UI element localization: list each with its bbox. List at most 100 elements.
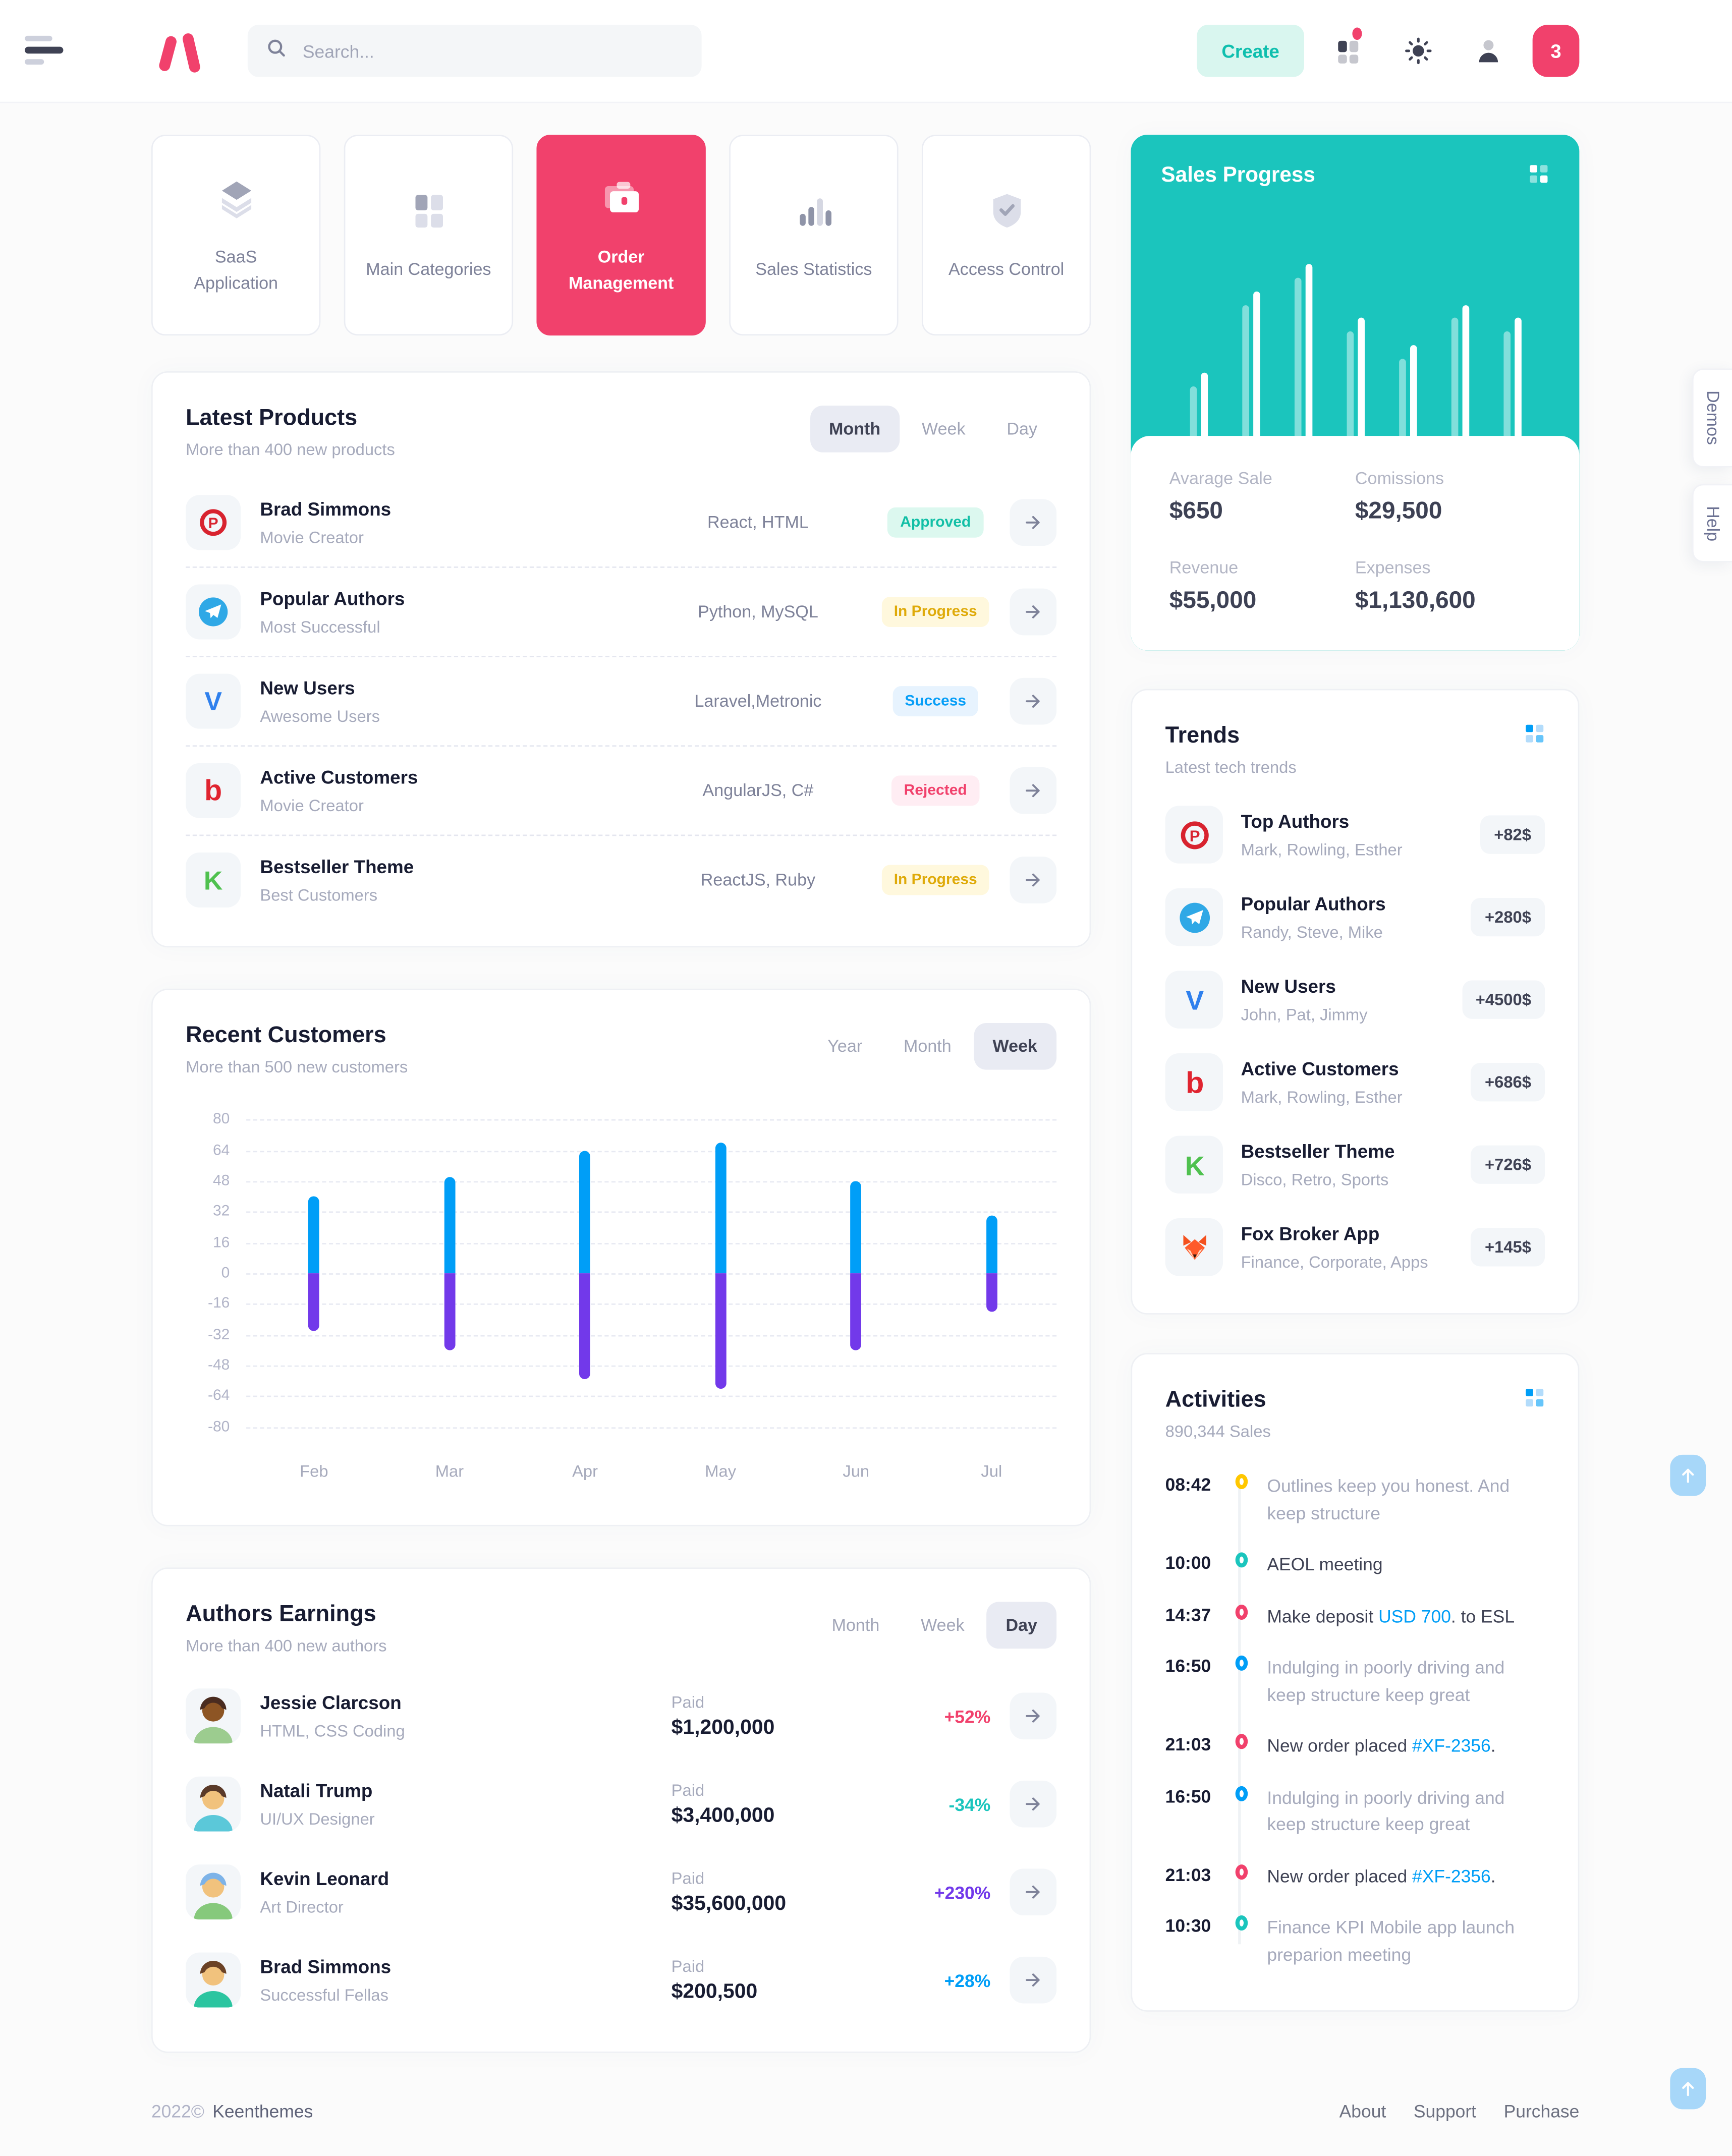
bar-positive-mar[interactable]	[444, 1177, 455, 1274]
bar-positive-jul[interactable]	[986, 1215, 997, 1274]
search-input[interactable]	[300, 39, 684, 63]
bar-negative-mar[interactable]	[444, 1273, 455, 1350]
toggle-month[interactable]: Month	[809, 406, 900, 452]
row-arrow-button[interactable]	[1010, 499, 1057, 546]
row-arrow-button[interactable]	[1010, 1868, 1057, 1916]
bar-positive-apr[interactable]	[579, 1150, 591, 1274]
user-profile-button[interactable]	[1463, 25, 1515, 77]
trend-row: Fox Broker App Finance, Corporate, Apps +1…	[1165, 1206, 1545, 1289]
toggle-day[interactable]: Day	[987, 406, 1056, 452]
bar-positive-feb[interactable]	[308, 1196, 320, 1274]
trend-name[interactable]: New Users	[1241, 976, 1336, 997]
latest-products-subtitle: More than 400 new products	[186, 440, 395, 460]
stat-expenses: Expenses $1,130,600	[1355, 558, 1476, 613]
activities-title: Activities	[1165, 1387, 1266, 1412]
stat-comissions: Comissions $29,500	[1355, 469, 1444, 524]
toggle-day[interactable]: Day	[986, 1602, 1057, 1649]
author-avatar	[186, 1688, 241, 1744]
row-arrow-button[interactable]	[1010, 1956, 1057, 2004]
menu-toggle-button[interactable]	[25, 35, 69, 69]
footer-link-support[interactable]: Support	[1413, 2101, 1477, 2122]
trend-sub: John, Pat, Jimmy	[1241, 1005, 1368, 1025]
nav-card-order-management[interactable]: Order Management	[536, 135, 706, 336]
product-name[interactable]: New Users	[260, 677, 355, 699]
activity-link[interactable]: #XF-2356	[1412, 1865, 1491, 1886]
author-name[interactable]: Natali Trump	[260, 1780, 373, 1801]
trend-name[interactable]: Top Authors	[1241, 811, 1350, 832]
toggle-week[interactable]: Week	[973, 1023, 1057, 1070]
sales-progress-title: Sales Progress	[1161, 163, 1315, 187]
toggle-week[interactable]: Week	[902, 1602, 984, 1649]
side-tab-help[interactable]: Help	[1692, 483, 1732, 563]
product-name[interactable]: Popular Authors	[260, 588, 405, 609]
footer-links: About Support Purchase	[1339, 2101, 1580, 2122]
activity-link[interactable]: #XF-2356	[1412, 1735, 1491, 1756]
y-axis-tick: 0	[221, 1265, 230, 1282]
trend-badge: +686$	[1471, 1063, 1545, 1102]
latest-products-toggle: Month Week Day	[809, 406, 1056, 452]
activity-status-ring	[1226, 1654, 1256, 1708]
product-name[interactable]: Bestseller Theme	[260, 857, 414, 878]
side-column: Sales Progress Avarage Sale $650 Comission…	[1131, 135, 1580, 2012]
scroll-top-button[interactable]	[1670, 1454, 1706, 1496]
bar-negative-jul[interactable]	[986, 1273, 997, 1312]
product-row: Popular Authors Most Successful Python, My…	[186, 568, 1057, 657]
theme-sun-button[interactable]	[1392, 25, 1445, 77]
bar-positive-may[interactable]	[715, 1143, 727, 1274]
toggle-month[interactable]: Month	[884, 1023, 971, 1070]
bar-negative-apr[interactable]	[579, 1273, 591, 1379]
author-avatar	[186, 1776, 241, 1832]
author-name[interactable]: Jessie Clarcson	[260, 1692, 402, 1714]
recent-customers-chart: 80 64 48 32 16 0 -16 -32 -48 -64 -80 Feb Mar Apr May Ju…	[186, 1104, 1057, 1492]
drag-handle-icon[interactable]	[1528, 163, 1549, 191]
nav-card-label: Access Control	[948, 260, 1065, 280]
nav-card-sales-statistics[interactable]: Sales Statistics	[729, 135, 899, 336]
trend-name[interactable]: Popular Authors	[1241, 893, 1386, 915]
scroll-top-button[interactable]	[1670, 2068, 1706, 2110]
activity-link[interactable]: USD 700	[1378, 1605, 1451, 1626]
row-arrow-button[interactable]	[1010, 857, 1057, 903]
nav-card-main-categories[interactable]: Main Categories	[344, 135, 514, 336]
authors-earnings-card: Authors Earnings More than 400 new autho…	[151, 1567, 1091, 2053]
drag-handle-icon[interactable]	[1524, 1387, 1545, 1415]
x-axis-tick: Apr	[572, 1461, 598, 1481]
create-button[interactable]: Create	[1197, 25, 1305, 77]
bar-negative-may[interactable]	[715, 1273, 727, 1389]
footer-link-purchase[interactable]: Purchase	[1503, 2101, 1580, 2122]
drag-handle-icon[interactable]	[1524, 723, 1545, 751]
row-arrow-button[interactable]	[1010, 588, 1057, 636]
bar-negative-jun[interactable]	[850, 1273, 862, 1350]
activities-timeline: 08:42 Outlines keep you honest. And keep …	[1165, 1460, 1545, 1980]
gridline	[246, 1365, 1057, 1367]
footer-link-about[interactable]: About	[1339, 2101, 1386, 2122]
trend-name[interactable]: Fox Broker App	[1241, 1223, 1380, 1244]
bar-positive-jun[interactable]	[850, 1181, 862, 1274]
author-name[interactable]: Brad Simmons	[260, 1956, 392, 1977]
nav-card-label: Main Categories	[366, 260, 491, 280]
product-name[interactable]: Brad Simmons	[260, 499, 392, 520]
nav-card-access-control[interactable]: Access Control	[921, 135, 1091, 336]
toggle-week[interactable]: Week	[903, 406, 985, 452]
toggle-month[interactable]: Month	[812, 1602, 899, 1649]
notifications-count-badge[interactable]: 3	[1532, 25, 1580, 77]
toggle-year[interactable]: Year	[808, 1023, 881, 1070]
row-arrow-button[interactable]	[1010, 1780, 1057, 1828]
trend-badge: +145$	[1471, 1228, 1545, 1267]
apps-grid-button[interactable]	[1322, 25, 1374, 77]
app-logo-icon[interactable]	[151, 23, 209, 81]
product-role: Most Successful	[260, 617, 380, 637]
sales-bar-previous	[1242, 305, 1249, 458]
row-arrow-button[interactable]	[1010, 1692, 1057, 1740]
side-tab-demos[interactable]: Demos	[1692, 368, 1732, 467]
activity-text: Indulging in poorly driving and keep str…	[1267, 1657, 1505, 1705]
product-name[interactable]: Active Customers	[260, 767, 418, 788]
bar-negative-feb[interactable]	[308, 1273, 320, 1331]
trend-name[interactable]: Active Customers	[1241, 1058, 1399, 1080]
author-name[interactable]: Kevin Leonard	[260, 1868, 389, 1890]
row-arrow-button[interactable]	[1010, 767, 1057, 814]
footer-brand-link[interactable]: Keenthemes	[212, 2101, 313, 2122]
trend-name[interactable]: Bestseller Theme	[1241, 1141, 1395, 1162]
row-arrow-button[interactable]	[1010, 677, 1057, 725]
x-axis-tick: Feb	[300, 1461, 328, 1481]
nav-card-saas-application[interactable]: SaaS Application	[151, 135, 321, 336]
